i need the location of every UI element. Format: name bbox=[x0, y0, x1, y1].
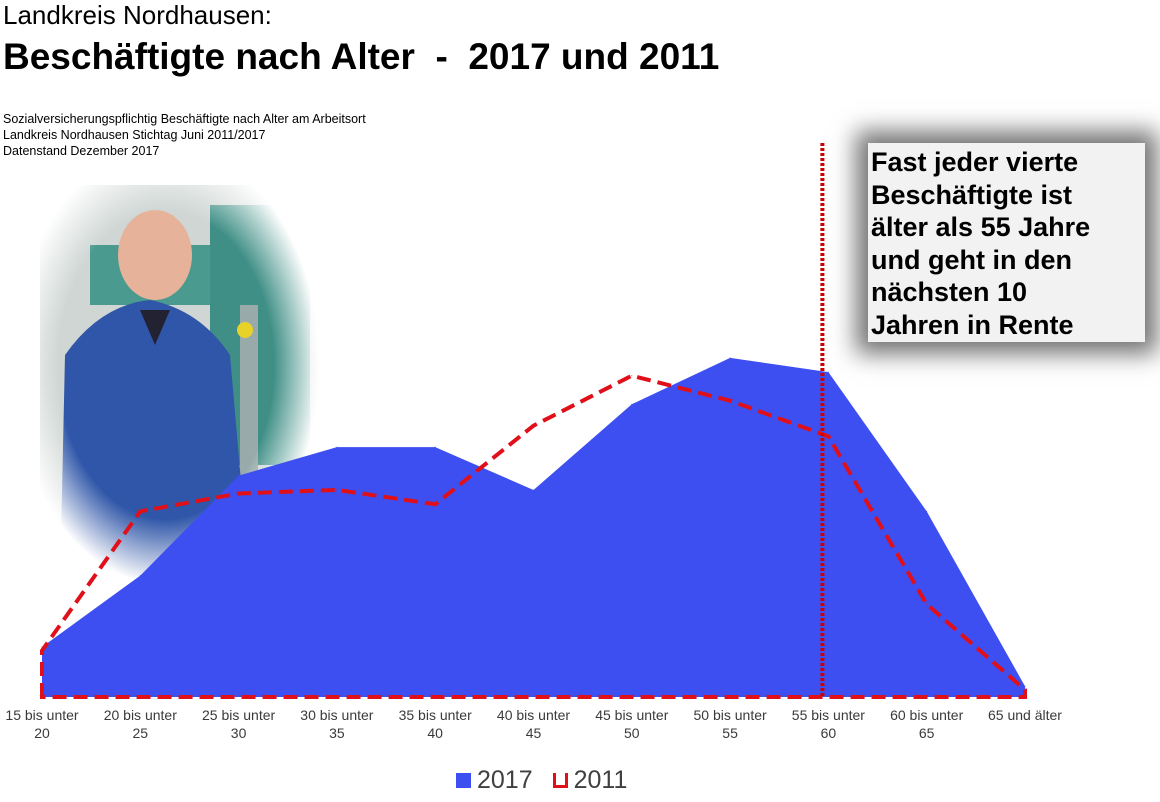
callout-line: Fast jeder vierte bbox=[871, 147, 1079, 177]
chart-title: Beschäftigte nach Alter - 2017 und 2011 bbox=[3, 36, 720, 77]
point-2011 bbox=[139, 510, 141, 512]
point-2011 bbox=[729, 400, 731, 402]
x-tick-label-line: 65 bbox=[918, 725, 935, 741]
x-tick-label: 20 bis unter 25 bbox=[90, 706, 190, 742]
x-tick-label-line: 25 bis unter bbox=[202, 707, 276, 723]
point-2017 bbox=[434, 446, 436, 448]
x-tick-label: 60 bis unter 65 bbox=[877, 706, 977, 742]
callout-line: Beschäftigte ist bbox=[871, 179, 1073, 210]
x-tick-label-line: 50 bbox=[624, 725, 640, 741]
legend-label-2017: 2017 bbox=[477, 766, 533, 794]
subtitle-line: Landkreis Nordhausen Stichtag Juni 2011/… bbox=[3, 128, 266, 142]
point-2011 bbox=[631, 375, 633, 377]
x-tick-label: 55 bis unter 60 bbox=[778, 706, 878, 742]
callout-line: älter als 55 Jahre bbox=[871, 212, 1091, 242]
x-tick-label: 65 und älter bbox=[975, 706, 1075, 724]
point-2011 bbox=[41, 650, 43, 652]
x-tick-label-line: 45 bis unter bbox=[595, 707, 669, 723]
x-tick-label: 50 bis unter 55 bbox=[680, 706, 780, 742]
callout-line: nächsten 10 bbox=[871, 277, 1028, 307]
x-tick-label: 30 bis unter 35 bbox=[287, 706, 387, 742]
x-tick-label-line: 50 bis unter bbox=[693, 707, 767, 723]
x-tick-label: 45 bis unter 50 bbox=[582, 706, 682, 742]
legend-swatch-2017 bbox=[456, 773, 471, 788]
subtitle-line: Datenstand Dezember 2017 bbox=[3, 144, 160, 158]
point-2011 bbox=[926, 603, 928, 605]
point-2017 bbox=[827, 371, 829, 373]
callout-line: und geht in den bbox=[871, 244, 1072, 275]
subtitle: Sozialversicherungspflichtig Beschäftigt… bbox=[3, 111, 366, 159]
point-2017 bbox=[631, 403, 633, 405]
x-tick-label-line: 60 bis unter bbox=[890, 707, 964, 723]
x-tick-label-line: 35 bbox=[329, 725, 345, 741]
x-tick-label-line: 20 bbox=[34, 725, 50, 741]
x-tick-label-line: 55 bis unter bbox=[791, 707, 865, 723]
x-tick-label-line: 40 bbox=[427, 725, 443, 741]
point-2011 bbox=[1024, 689, 1026, 691]
x-tick-label-line: 40 bis unter bbox=[496, 707, 571, 723]
callout-box: Fast jeder vierte Beschäftigte ist älter… bbox=[868, 143, 1145, 342]
x-tick-label: 40 bis unter 45 bbox=[484, 706, 584, 742]
x-tick-label-line: 55 bbox=[722, 725, 738, 741]
x-tick-label-line: 35 bis unter bbox=[398, 707, 472, 723]
subtitle-line: Sozialversicherungspflichtig Beschäftigt… bbox=[3, 112, 366, 126]
x-tick-label-line: 20 bis unter bbox=[103, 707, 177, 723]
x-tick-label: 25 bis unter 30 bbox=[189, 706, 289, 742]
x-tick-label: 15 bis unter 20 bbox=[0, 706, 92, 742]
x-tick-label: 35 bis unter 40 bbox=[385, 706, 485, 742]
point-2017 bbox=[139, 575, 141, 577]
legend: 2017 2011 bbox=[456, 766, 627, 795]
x-tick-label-line: 65 und älter bbox=[988, 707, 1062, 723]
series-2017-area bbox=[42, 357, 1025, 697]
point-2017 bbox=[926, 510, 928, 512]
point-2017 bbox=[336, 446, 338, 448]
series-2011-line bbox=[40, 373, 1027, 699]
x-tick-label-line: 25 bbox=[132, 725, 149, 741]
point-2017 bbox=[533, 489, 534, 491]
point-2017 bbox=[1024, 685, 1026, 687]
x-tick-label-line: 30 bbox=[230, 725, 247, 741]
legend-swatch-2011 bbox=[552, 773, 568, 788]
x-tick-label-line: 15 bis unter bbox=[5, 707, 79, 723]
point-2011 bbox=[336, 489, 338, 491]
x-tick-label-line: 30 bis unter bbox=[300, 707, 374, 723]
title-region: Landkreis Nordhausen: bbox=[3, 0, 272, 30]
point-2011 bbox=[238, 493, 240, 495]
point-2017 bbox=[238, 475, 240, 477]
point-2011 bbox=[827, 435, 829, 437]
point-2011 bbox=[434, 503, 436, 505]
x-tick-label-line: 60 bbox=[820, 725, 837, 741]
point-2017 bbox=[729, 357, 731, 359]
x-tick-label-line: 45 bbox=[525, 725, 542, 741]
callout-line: Jahren in Rente bbox=[871, 309, 1074, 340]
legend-label-2011: 2011 bbox=[573, 766, 628, 794]
point-2011 bbox=[533, 425, 534, 427]
